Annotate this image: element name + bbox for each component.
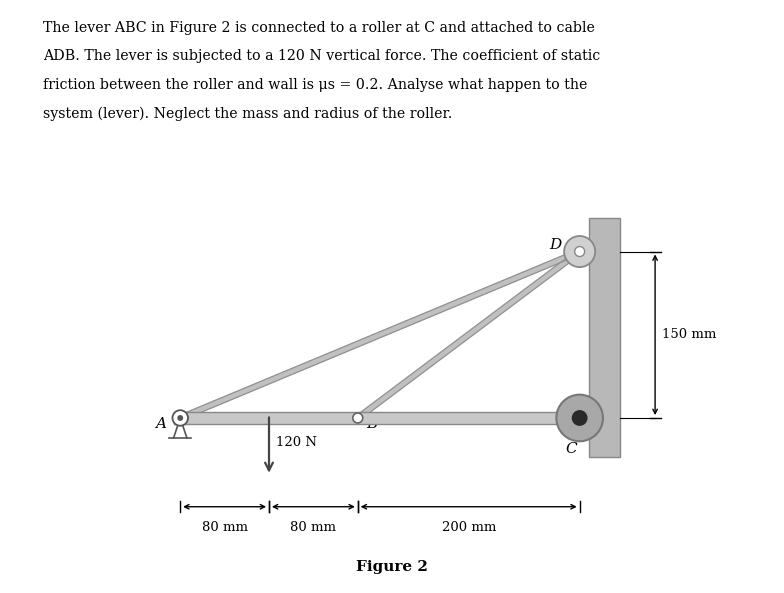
Text: ADB. The lever is subjected to a 120 N vertical force. The coefficient of static: ADB. The lever is subjected to a 120 N v… xyxy=(43,49,601,63)
Text: 80 mm: 80 mm xyxy=(201,521,248,534)
Bar xyxy=(173,412,579,424)
Text: system (lever). Neglect the mass and radius of the roller.: system (lever). Neglect the mass and rad… xyxy=(43,106,452,120)
Circle shape xyxy=(557,395,603,441)
Circle shape xyxy=(178,416,183,420)
Bar xyxy=(589,218,619,457)
Text: A: A xyxy=(154,416,165,431)
Circle shape xyxy=(575,247,585,257)
Text: 120 N: 120 N xyxy=(276,436,317,449)
Polygon shape xyxy=(356,249,581,420)
Polygon shape xyxy=(180,249,581,420)
Text: friction between the roller and wall is μs = 0.2. Analyse what happen to the: friction between the roller and wall is … xyxy=(43,78,587,92)
Circle shape xyxy=(572,411,587,425)
Text: B: B xyxy=(367,416,378,431)
Text: 200 mm: 200 mm xyxy=(441,521,496,534)
Circle shape xyxy=(353,413,363,423)
Text: 80 mm: 80 mm xyxy=(290,521,336,534)
Text: C: C xyxy=(565,442,576,456)
Circle shape xyxy=(564,236,595,267)
Text: D: D xyxy=(549,238,561,252)
Circle shape xyxy=(172,410,188,426)
Text: 150 mm: 150 mm xyxy=(662,329,716,341)
Text: Figure 2: Figure 2 xyxy=(356,560,428,574)
Text: The lever ABC in Figure 2 is connected to a roller at C and attached to cable: The lever ABC in Figure 2 is connected t… xyxy=(43,21,595,35)
